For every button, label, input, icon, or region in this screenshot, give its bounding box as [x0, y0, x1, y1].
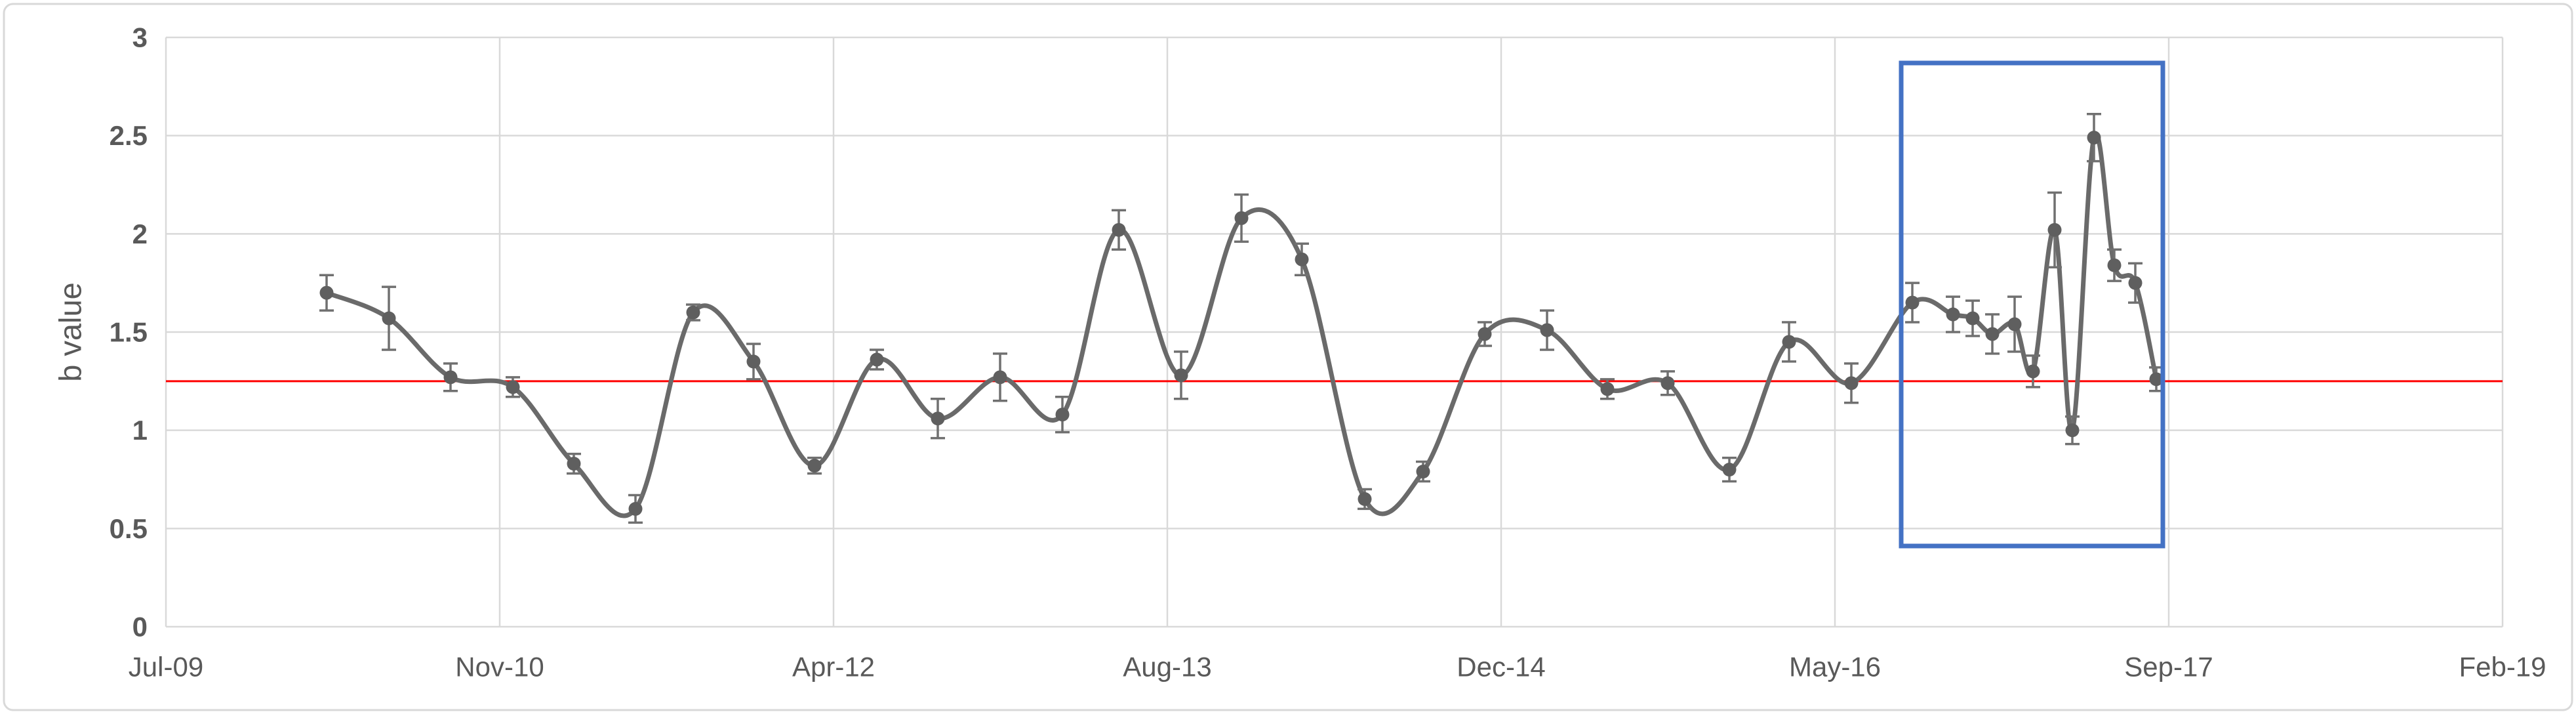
y-axis-title: b value [53, 282, 88, 382]
data-point-Mar-15 [1540, 323, 1554, 337]
data-point-Jun-14 [1358, 492, 1372, 506]
data-point-Jun-12 [870, 352, 884, 367]
data-point-Dec-16 [1965, 311, 1980, 326]
data-point-Dec-15 [1722, 463, 1737, 477]
data-point-Dec-13 [1234, 211, 1249, 225]
data-point-Dec-10 [506, 380, 520, 394]
data-point-Mar-14 [1295, 252, 1309, 266]
series-curve [324, 131, 2159, 518]
y-tick-label-1: 1 [132, 415, 148, 446]
y-tick-label-0: 0 [132, 612, 148, 642]
data-point-Jan-17 [1985, 327, 2000, 341]
y-tick-label-2.5: 2.5 [110, 120, 148, 151]
y-tick-label-1.5: 1.5 [110, 317, 148, 348]
data-point-Aug-17 [2128, 276, 2143, 290]
data-point-Dec-14 [1478, 327, 1492, 341]
data-point-Mar-17 [2026, 364, 2040, 379]
data-point-Sep-14 [1416, 465, 1430, 479]
x-tick-label-Jul-09: Jul-09 [129, 652, 203, 682]
data-point-Sep-16 [1905, 295, 1920, 310]
data-point-Nov-16 [1946, 307, 1960, 322]
chart-frame-border [3, 3, 2573, 711]
data-point-Jul-17 [2107, 258, 2122, 272]
x-tick-label-Dec-14: Dec-14 [1457, 652, 1545, 682]
data-point-Mar-10 [319, 285, 334, 300]
data-point-Sep-13 [1174, 368, 1188, 383]
data-point-Jun-16 [1844, 376, 1859, 390]
data-point-Mar-13 [1055, 408, 1070, 422]
y-tick-label-2: 2 [132, 219, 148, 249]
x-tick-label-May-16: May-16 [1789, 652, 1881, 682]
data-point-Apr-17 [2047, 222, 2062, 237]
x-tick-label-Sep-17: Sep-17 [2124, 652, 2213, 682]
data-point-Jun-17 [2087, 131, 2101, 145]
data-point-Dec-11 [746, 354, 761, 369]
data-point-Sep-11 [686, 305, 700, 320]
data-point-Sep-12 [931, 411, 945, 426]
highlight-box [1899, 60, 2165, 549]
data-point-Mar-11 [567, 457, 581, 471]
data-point-Sep-17 [2149, 372, 2163, 387]
x-tick-label-Apr-12: Apr-12 [792, 652, 875, 682]
data-point-Jun-15 [1600, 382, 1615, 396]
data-point-Feb-17 [2007, 317, 2022, 331]
data-point-Mar-16 [1782, 335, 1796, 349]
y-tick-label-0.5: 0.5 [110, 513, 148, 544]
data-point-Dec-12 [993, 370, 1007, 385]
x-tick-label-Feb-19: Feb-19 [2459, 652, 2546, 682]
x-tick-label-Aug-13: Aug-13 [1123, 652, 1211, 682]
data-point-Jun-10 [382, 311, 396, 326]
data-point-Jun-11 [628, 501, 643, 516]
x-tick-label-Nov-10: Nov-10 [455, 652, 544, 682]
data-point-May-17 [2065, 423, 2080, 438]
data-point-Jun-13 [1112, 222, 1126, 237]
data-point-Sep-15 [1660, 376, 1675, 390]
data-point-Mar-12 [807, 459, 822, 473]
data-point-Sep-10 [443, 370, 458, 385]
y-tick-label-3: 3 [132, 22, 148, 53]
